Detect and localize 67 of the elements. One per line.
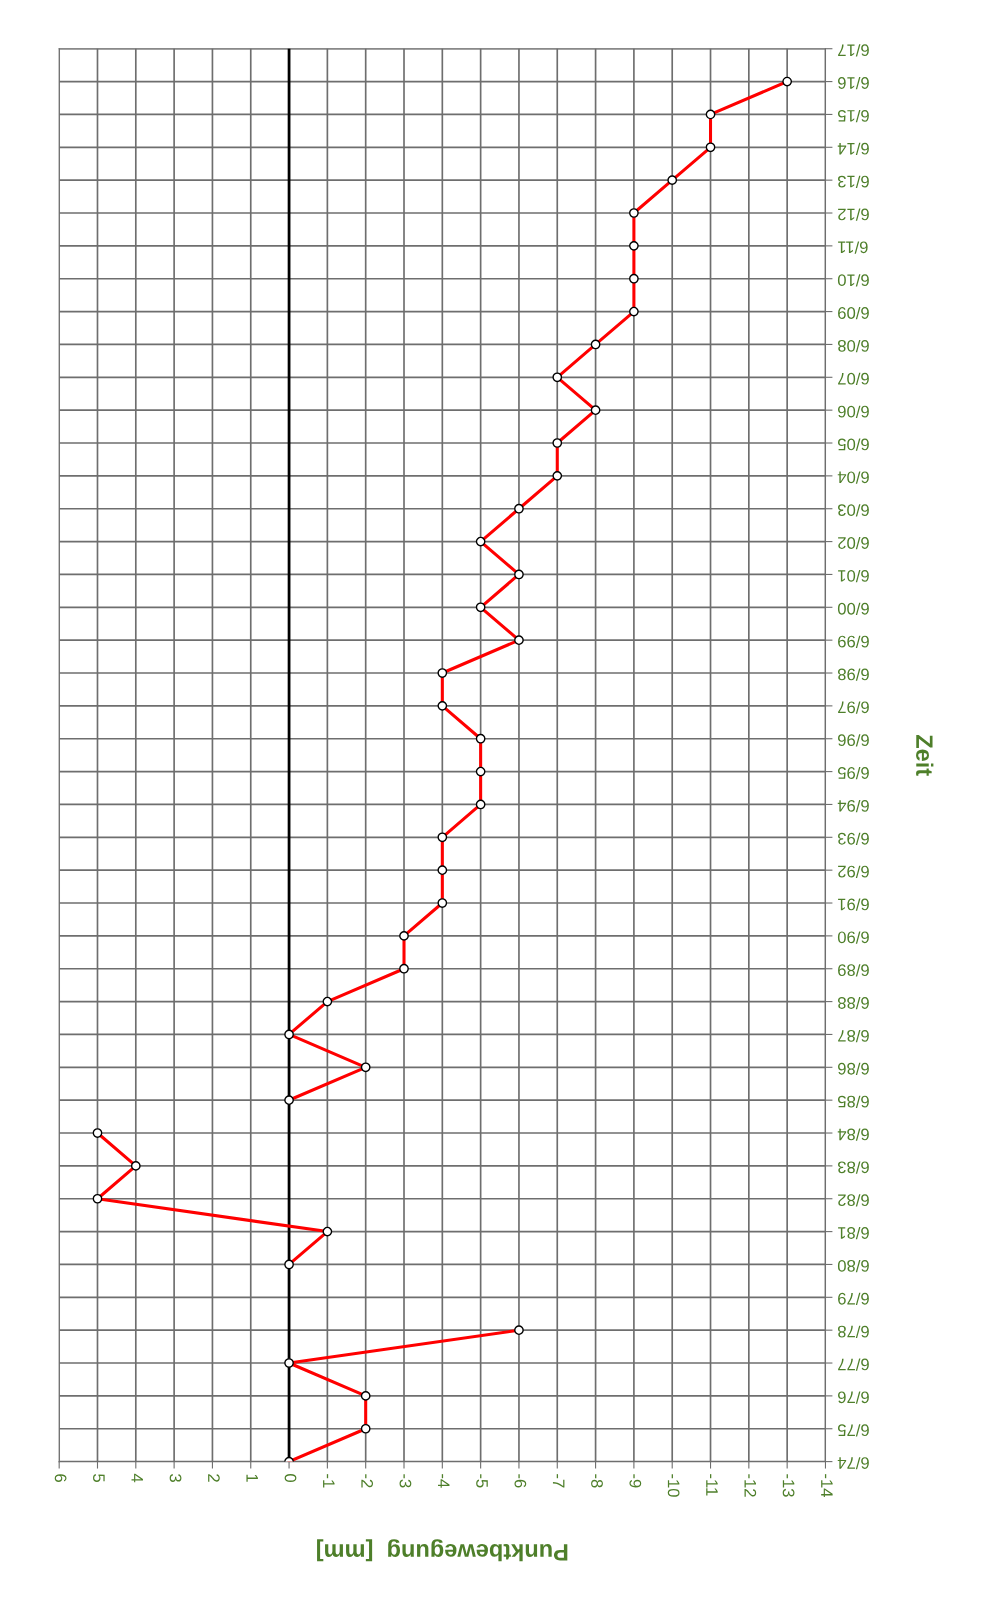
y-tick-label: 6/76 [838,1391,869,1404]
y-tick-label: 6/02 [838,537,869,550]
y-tick-label: 6/95 [837,767,869,780]
y-tick-label: 6/12 [838,208,869,221]
y-tick-label: 6/83 [838,1161,869,1174]
y-tick-label: 6/97 [838,701,869,714]
y-tick-label: 6/88 [838,997,869,1010]
y-tick-label: 6/78 [838,1325,869,1338]
x-tick-label: -2 [361,1474,374,1488]
y-tick-label: 6/74 [837,1457,869,1470]
x-tick-label: 5 [93,1474,105,1482]
y-tick-label: 6/77 [838,1358,869,1371]
x-tick-label: -6 [514,1474,527,1488]
x-tick-label: -10 [667,1474,680,1497]
x-tick-label: -9 [629,1474,642,1488]
y-axis-title: Zeit [916,734,934,776]
y-tick-label: 6/14 [837,142,869,156]
y-tick-label: 6/85 [837,1095,869,1108]
y-tick-label: 6/86 [838,1062,869,1076]
y-tick-label: 6/16 [838,77,869,90]
y-tick-label: 6/84 [837,1128,869,1141]
x-tick-label: -4 [438,1474,450,1488]
x-tick-label: -13 [782,1474,795,1497]
y-tick-label: 6/07 [838,372,869,386]
y-tick-label: 6/08 [838,339,869,353]
x-tick-label: 1 [246,1474,258,1482]
x-axis-title: Punktbewegung [mm] [317,1539,568,1562]
x-tick-label: -11 [706,1474,718,1496]
y-tick-label: 6/89 [838,964,869,977]
x-tick-label: 6 [54,1474,67,1482]
x-tick-label: 2 [208,1474,220,1482]
y-tick-label: 6/05 [837,438,869,451]
y-tick-label: 6/92 [838,865,869,878]
y-tick-label: 6/13 [838,175,869,188]
y-tick-label: 6/81 [838,1227,869,1240]
x-tick-label: -1 [323,1474,335,1488]
x-tick-label: -3 [399,1474,412,1488]
y-tick-label: 6/90 [837,931,869,944]
y-tick-label: 6/15 [837,109,869,123]
y-tick-label: 6/06 [838,405,869,418]
y-tick-label: 6/91 [838,898,869,911]
x-tick-label: 3 [169,1474,182,1482]
x-tick-label: -14 [821,1474,833,1498]
y-tick-label: 6/00 [837,602,869,616]
y-tick-label: 6/17 [838,44,869,57]
y-tick-label: 6/96 [838,734,869,747]
x-tick-label: -5 [476,1474,488,1488]
y-tick-label: 6/03 [838,504,869,517]
y-tick-label: 6/09 [838,307,869,320]
y-tick-label: 6/94 [837,799,869,813]
y-tick-label: 6/82 [838,1194,869,1207]
y-tick-label: 6/01 [838,569,869,583]
y-tick-label: 6/10 [837,274,869,287]
y-tick-label: 6/99 [838,635,869,648]
y-tick-label: 6/93 [838,832,869,846]
y-tick-label: 6/79 [838,1292,869,1306]
x-tick-label: 4 [131,1473,143,1483]
y-tick-label: 6/87 [838,1029,869,1043]
x-tick-label: -8 [591,1474,603,1488]
x-tick-label: -12 [744,1474,757,1497]
x-tick-label: -7 [552,1474,565,1488]
y-tick-label: 6/11 [838,241,868,254]
y-tick-label: 6/75 [837,1424,869,1437]
x-tick-label: 0 [284,1474,297,1483]
y-tick-label: 6/80 [837,1259,869,1273]
y-tick-label: 6/98 [838,668,869,681]
y-tick-label: 6/04 [837,471,869,484]
